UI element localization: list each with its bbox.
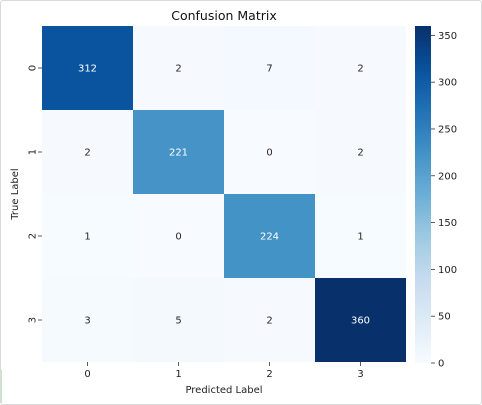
colorbar-tick-label: 300 xyxy=(438,78,457,89)
cell-value-label: 0 xyxy=(175,232,181,243)
cell-value-label: 2 xyxy=(266,316,272,327)
cell-value-label: 0 xyxy=(266,148,272,159)
heatmap-cell xyxy=(133,278,224,362)
x-axis-label: Predicted Label xyxy=(185,385,262,396)
colorbar-tick-label: 250 xyxy=(438,124,457,135)
colorbar-tick-label: 200 xyxy=(438,171,457,182)
heatmap-cell xyxy=(224,26,315,110)
heatmap-cell xyxy=(224,278,315,362)
heatmap-cell xyxy=(133,26,224,110)
heatmap-cell xyxy=(133,194,224,278)
x-axis-ticks: 0 1 2 3 xyxy=(84,362,364,380)
cell-value-label: 312 xyxy=(78,64,97,75)
heatmap-cell xyxy=(315,26,406,110)
heatmap-cell xyxy=(42,110,133,194)
heatmap-cell xyxy=(42,194,133,278)
colorbar: 0 50 100 150 200 250 300 350 xyxy=(415,26,457,370)
cell-value-label: 2 xyxy=(357,148,363,159)
cell-value-label: 2 xyxy=(357,64,363,75)
y-axis-label: True Label xyxy=(10,168,21,220)
x-tick-label: 1 xyxy=(175,369,181,380)
colorbar-tick-label: 0 xyxy=(438,359,444,370)
chart-title: Confusion Matrix xyxy=(171,8,277,23)
heatmap-cell xyxy=(315,110,406,194)
cell-value-label: 2 xyxy=(84,148,90,159)
cell-value-label: 224 xyxy=(260,232,279,243)
colorbar-tick-label: 150 xyxy=(438,218,457,229)
heatmap-cell xyxy=(224,194,315,278)
x-tick-label: 3 xyxy=(357,369,363,380)
cell-value-label: 221 xyxy=(169,148,188,159)
frame-corner-accent xyxy=(1,370,10,403)
colorbar-tick-label: 350 xyxy=(438,31,457,42)
heatmap-cell xyxy=(315,278,406,362)
cell-value-label: 1 xyxy=(84,232,90,243)
y-tick-label: 3 xyxy=(28,317,39,323)
cell-value-label: 360 xyxy=(351,316,370,327)
cell-value-label: 7 xyxy=(266,64,272,75)
heatmap-cells: 312 2 7 2 2 221 0 2 1 0 224 1 3 5 2 360 xyxy=(42,26,406,362)
colorbar-tick-label: 100 xyxy=(438,265,457,276)
heatmap-cell xyxy=(42,26,133,110)
y-tick-label: 2 xyxy=(28,233,39,239)
cell-value-label: 2 xyxy=(175,64,181,75)
colorbar-gradient xyxy=(415,26,431,363)
x-tick-label: 2 xyxy=(266,369,272,380)
y-tick-label: 1 xyxy=(28,149,39,155)
heatmap-cell xyxy=(42,278,133,362)
colorbar-tick-label: 50 xyxy=(438,312,451,323)
cell-value-label: 1 xyxy=(357,232,363,243)
heatmap-cell xyxy=(133,110,224,194)
heatmap-cell xyxy=(315,194,406,278)
x-tick-label: 0 xyxy=(84,369,90,380)
cell-value-label: 5 xyxy=(175,316,181,327)
y-axis-ticks: 0 1 2 3 xyxy=(28,65,42,323)
cell-value-label: 3 xyxy=(84,316,90,327)
y-tick-label: 0 xyxy=(28,65,39,71)
heatmap-cell xyxy=(224,110,315,194)
